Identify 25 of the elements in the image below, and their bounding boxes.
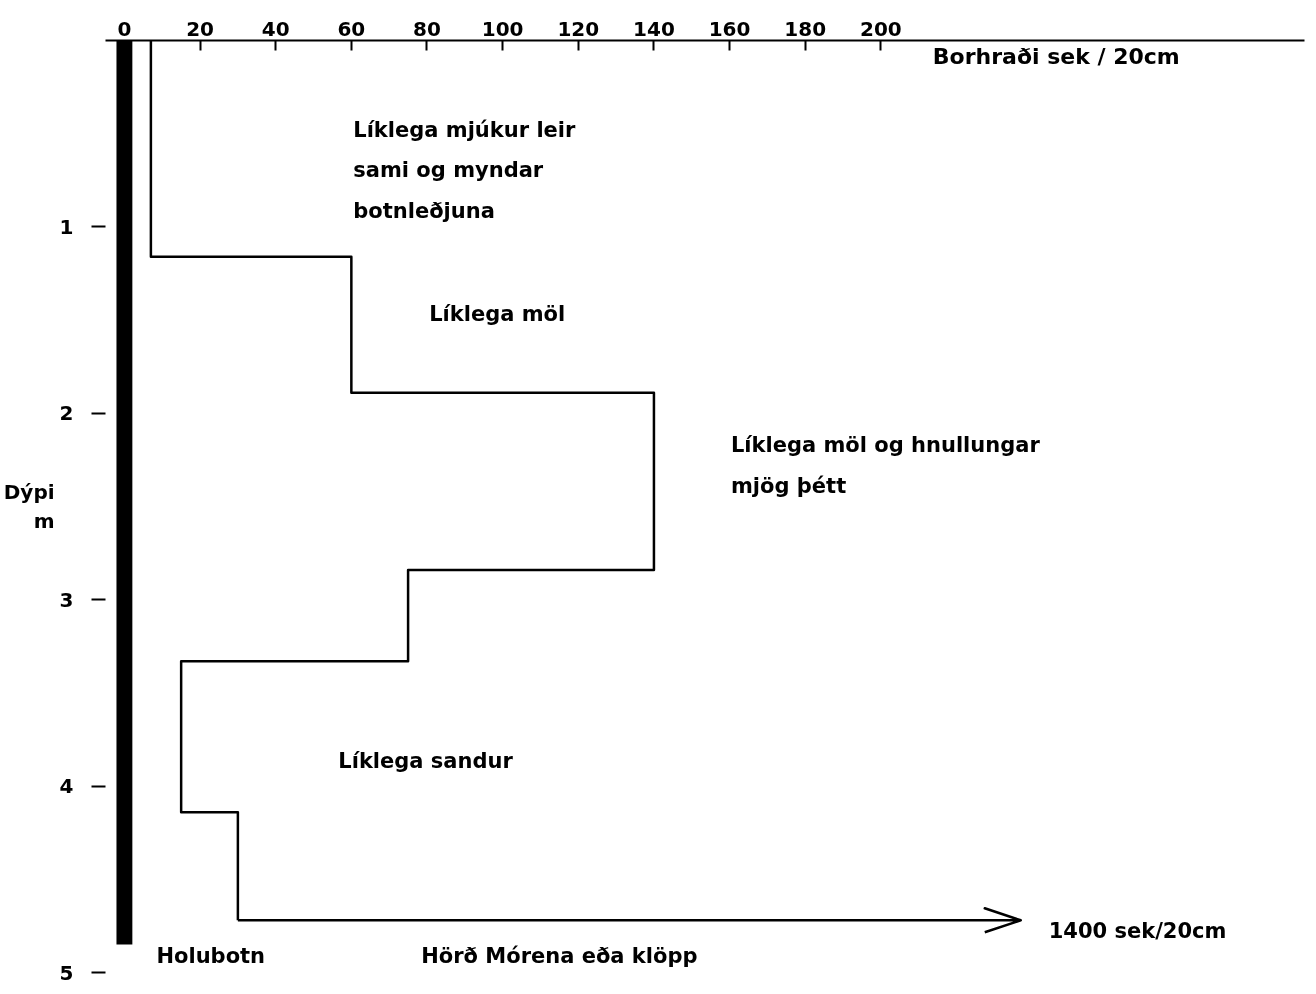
annotation: Hörð Mórena eða klöpp	[421, 943, 698, 968]
y-tick-label: 3	[59, 587, 74, 612]
x-tick-label: 200	[860, 16, 902, 41]
x-tick-label: 0	[117, 16, 132, 41]
y-tick-label: 4	[59, 774, 74, 799]
annotation: Líklega sandur	[338, 748, 514, 773]
x-tick-label: 180	[784, 16, 827, 41]
annotation: Holubotn	[156, 943, 266, 968]
x-tick-label: 80	[413, 16, 441, 41]
annotation: Líklega möl	[429, 301, 566, 326]
y-tick-label: 2	[59, 401, 74, 426]
x-tick-label: 100	[481, 16, 524, 41]
x-tick-label: 60	[337, 16, 366, 41]
x-tick-label: 120	[557, 16, 600, 41]
y-tick-label: 5	[59, 960, 74, 985]
y-axis-title: Dýpi m	[3, 480, 55, 533]
x-tick-label: 160	[708, 16, 751, 41]
x-tick-label: 20	[186, 16, 214, 41]
annotation: Líklega mjúkur leir sami og myndar botnleðjuna	[353, 117, 577, 224]
y-tick-label: 1	[59, 214, 74, 239]
x-axis-title: Borhraði sek / 20cm	[932, 44, 1180, 69]
annotation: 1400 sek/20cm	[1048, 918, 1227, 943]
x-tick-label: 140	[633, 16, 675, 41]
annotation: Líklega möl og hnullungar mjög þétt	[730, 433, 1041, 498]
x-tick-label: 40	[261, 16, 290, 41]
